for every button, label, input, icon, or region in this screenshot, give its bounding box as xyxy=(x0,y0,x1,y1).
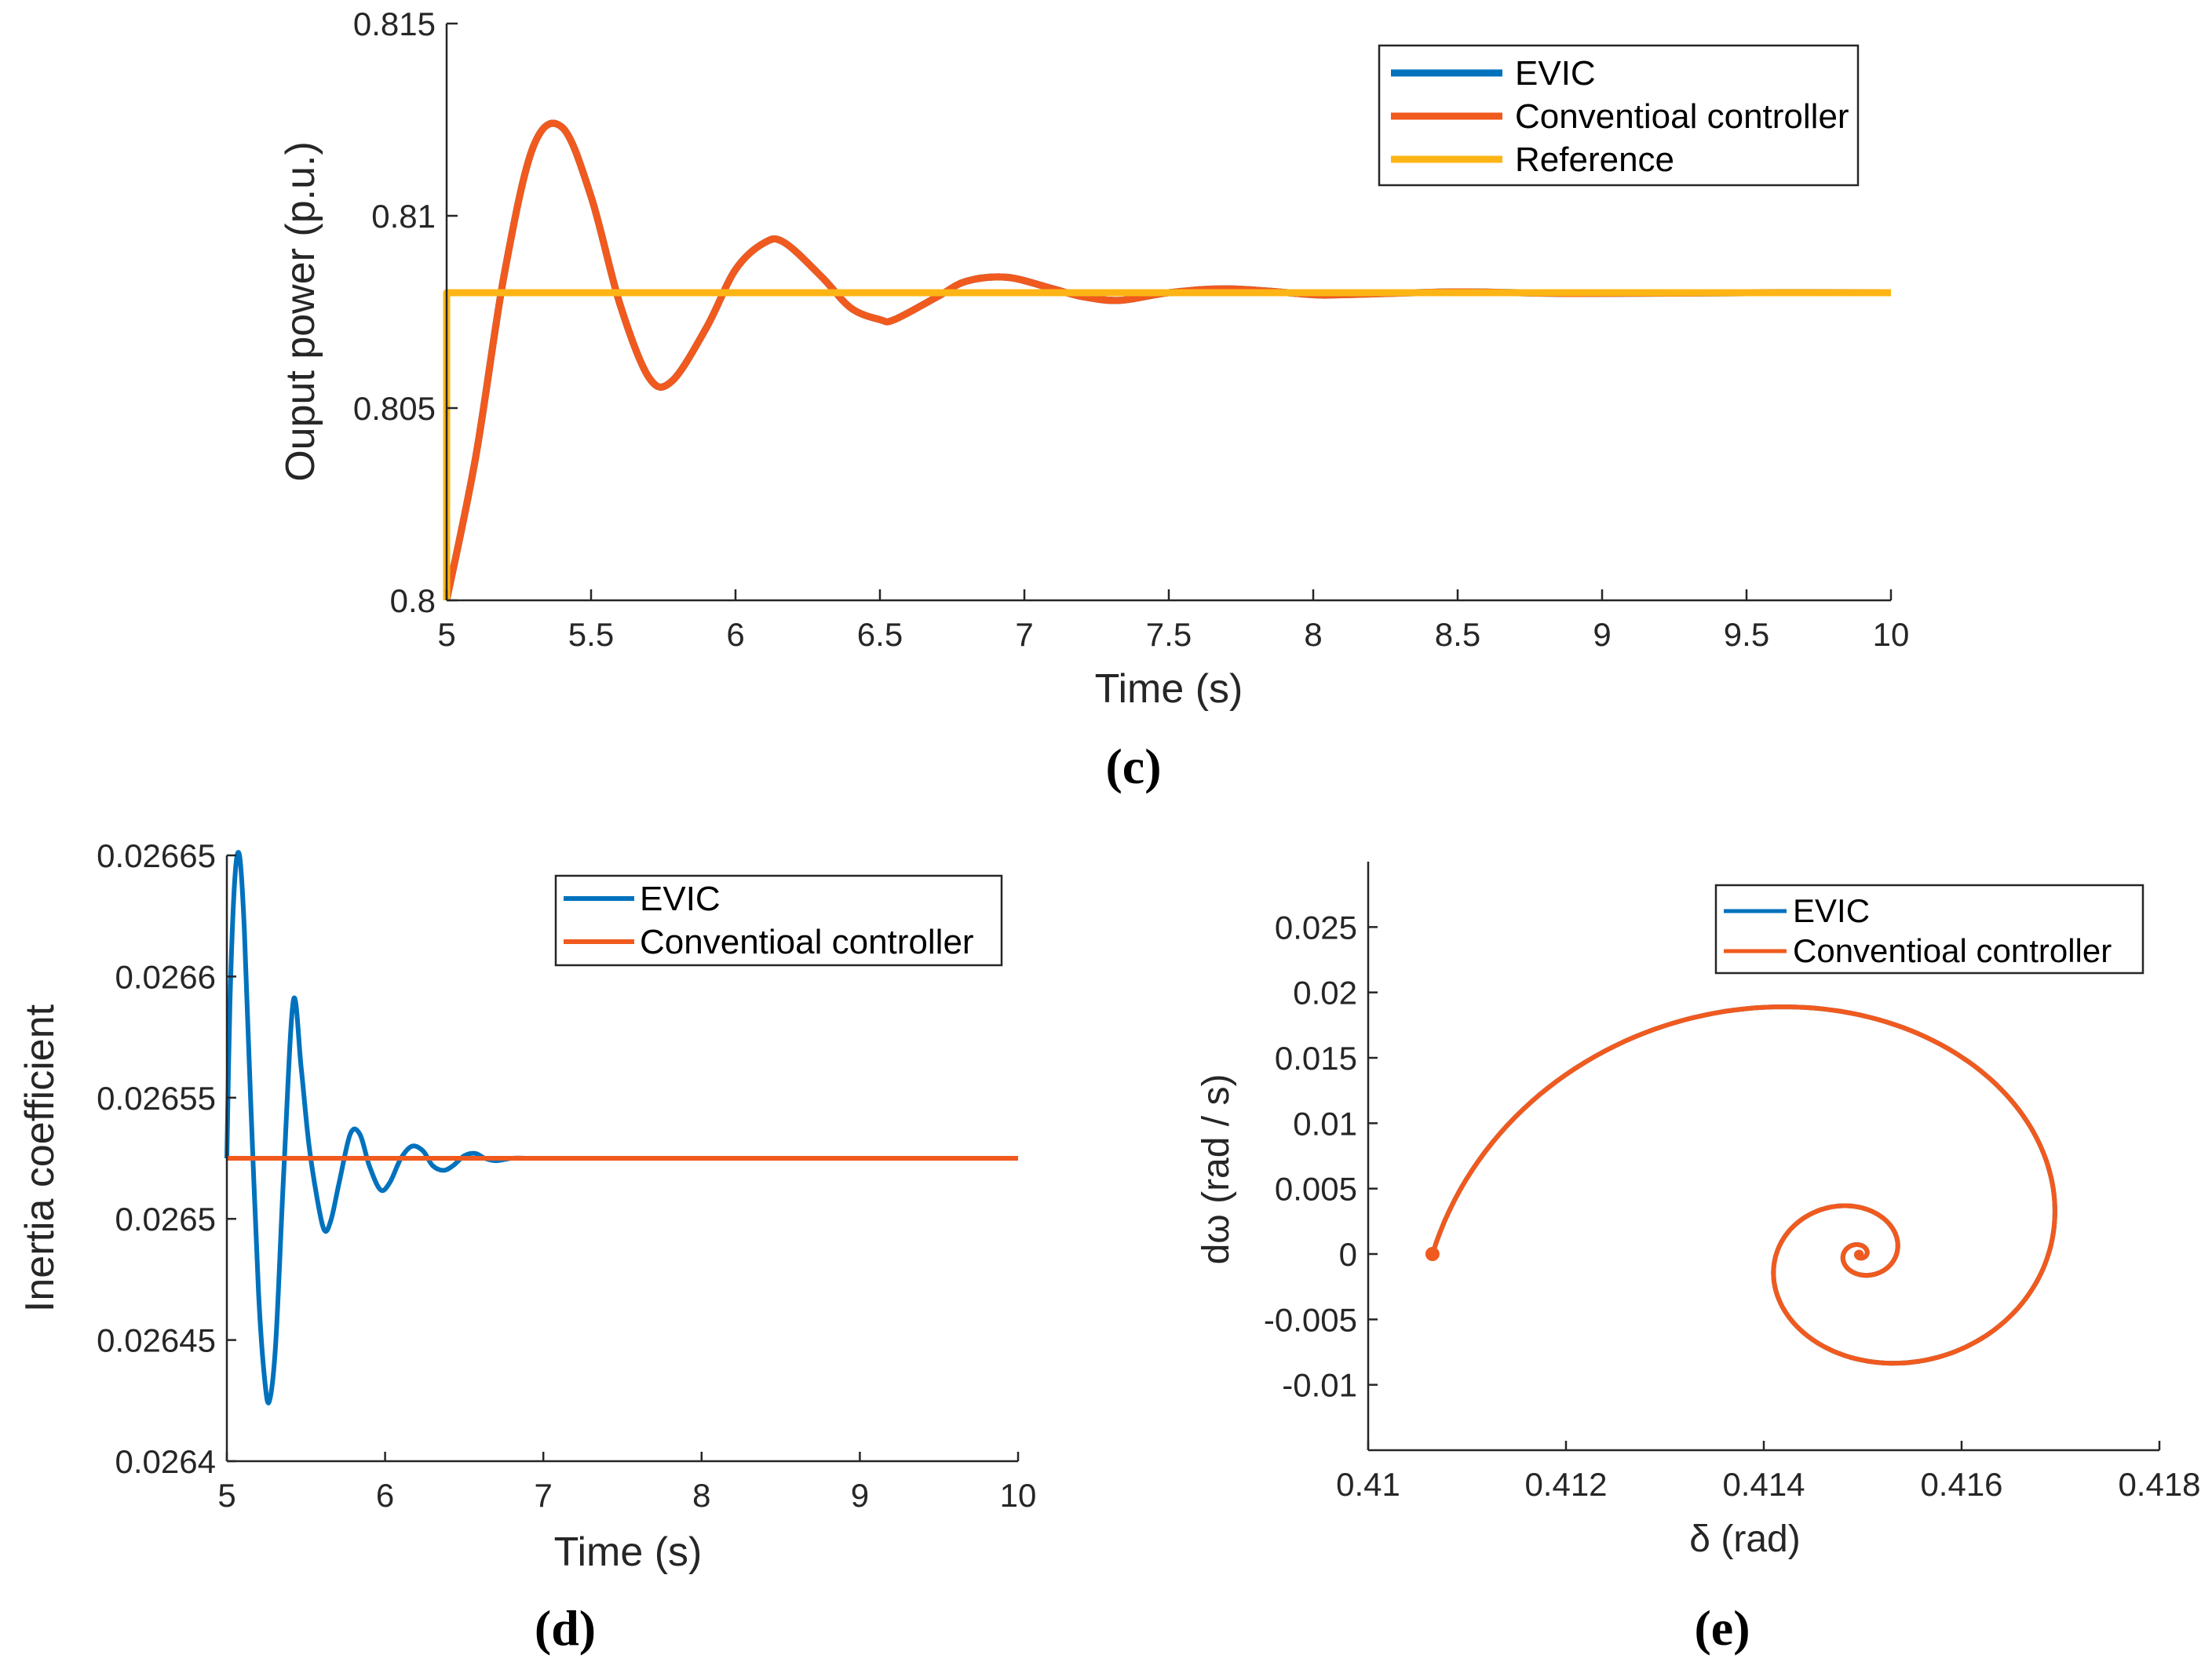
chart-e-x-tick-label: 0.41 xyxy=(1336,1466,1400,1503)
chart-c-x-tick-label: 6 xyxy=(726,616,744,653)
chart-d-y-tick-label: 0.02645 xyxy=(97,1322,216,1359)
chart-c-x-tick-label: 8.5 xyxy=(1435,616,1480,653)
chart-e-x-tick-label: 0.414 xyxy=(1722,1466,1805,1503)
chart-d-x-tick-label: 7 xyxy=(535,1477,553,1514)
chart-c-legend-label-evic: EVIC xyxy=(1515,54,1596,93)
chart-c-panel-label: (c) xyxy=(1105,738,1161,794)
chart-e-legend-box xyxy=(1714,884,2144,975)
chart-e-legend-label-conventional: Conventioal controller xyxy=(1793,932,2112,969)
chart-d-ylabel: Inertia coefficient xyxy=(17,1004,63,1312)
chart-e-x-tick-label: 0.418 xyxy=(2118,1466,2200,1503)
chart-d-x-tick-label: 9 xyxy=(851,1477,869,1514)
chart-c-xlabel: Time (s) xyxy=(1095,666,1243,712)
chart-d-series-evic xyxy=(224,850,544,1405)
chart-e: 0.41 0.412 0.414 0.416 0.418 -0.01 -0.005 0 0.0… xyxy=(1195,862,2201,1656)
chart-c-x-tick-label: 7 xyxy=(1015,616,1033,653)
chart-d-legend-label-evic: EVIC xyxy=(640,880,721,918)
chart-d-x-tick-label: 10 xyxy=(1000,1477,1037,1514)
chart-e-panel-label: (e) xyxy=(1694,1600,1750,1656)
chart-c-legend: EVIC Conventioal controller Reference xyxy=(1378,44,1860,187)
chart-c-x-ticks: 5 5.5 6 6.5 7 7.5 8 8.5 9 9.5 10 xyxy=(437,589,1909,653)
chart-c-y-tick-label: 0.805 xyxy=(353,390,436,427)
chart-d-legend-label-conventional: Conventioal controller xyxy=(640,923,974,961)
chart-c-y-tick-label: 0.815 xyxy=(353,5,436,42)
chart-c-series xyxy=(443,119,1892,601)
chart-e-y-tick-label: 0.02 xyxy=(1293,975,1357,1012)
chart-c-x-tick-label: 5 xyxy=(437,616,455,653)
chart-c-x-tick-label: 9 xyxy=(1593,616,1611,653)
chart-c-legend-label-conventional: Conventioal controller xyxy=(1515,97,1849,136)
chart-e-xlabel: δ (rad) xyxy=(1689,1518,1800,1560)
chart-c-series-conventional xyxy=(443,119,1892,601)
chart-c-series-evic xyxy=(443,119,1892,601)
chart-d-x-ticks: 5 6 7 8 9 10 xyxy=(217,1452,1036,1514)
chart-d-y-tick-label: 0.0264 xyxy=(115,1443,216,1480)
chart-c-y-ticks: 0.8 0.805 0.81 0.815 xyxy=(353,5,458,619)
chart-c-x-tick-label: 8 xyxy=(1304,616,1322,653)
chart-e-start-marker xyxy=(1425,1247,1440,1261)
chart-e-legend-label-evic: EVIC xyxy=(1793,892,1870,929)
chart-d-x-tick-label: 5 xyxy=(217,1477,235,1514)
chart-d-x-tick-label: 8 xyxy=(692,1477,710,1514)
chart-e-y-tick-label: 0.025 xyxy=(1275,909,1357,946)
chart-d-y-tick-label: 0.02655 xyxy=(97,1080,216,1117)
chart-e-y-tick-label: 0.01 xyxy=(1293,1105,1357,1142)
chart-c-ylabel: Ouput power (p.u.) xyxy=(278,141,323,482)
chart-c-x-tick-label: 7.5 xyxy=(1146,616,1192,653)
chart-c: 5 5.5 6 6.5 7 7.5 8 8.5 9 9.5 10 0.8 0.805 0.81 0.815… xyxy=(278,5,1909,794)
chart-e-series-evic xyxy=(1430,1004,2057,1366)
chart-d-series xyxy=(224,850,1018,1405)
chart-d: 5 6 7 8 9 10 0.0264 0.02645 0.0265 0.02655 0.0266… xyxy=(17,837,1036,1656)
chart-e-y-tick-label: -0.005 xyxy=(1264,1301,1357,1338)
chart-c-legend-label-reference: Reference xyxy=(1515,140,1674,179)
chart-e-series xyxy=(1425,1004,2057,1366)
chart-e-ylabel: dω (rad / s) xyxy=(1195,1074,1237,1265)
chart-e-y-tick-label: 0.015 xyxy=(1275,1040,1357,1077)
chart-d-panel-label: (d) xyxy=(535,1600,596,1656)
chart-c-y-tick-label: 0.8 xyxy=(390,582,436,619)
chart-d-y-tick-label: 0.02665 xyxy=(97,837,216,874)
chart-c-x-tick-label: 10 xyxy=(1873,616,1910,653)
chart-c-x-tick-label: 9.5 xyxy=(1724,616,1769,653)
chart-c-x-tick-label: 5.5 xyxy=(568,616,614,653)
chart-e-x-ticks: 0.41 0.412 0.414 0.416 0.418 xyxy=(1336,1441,2201,1503)
chart-d-legend-box xyxy=(554,874,1003,967)
chart-d-y-tick-label: 0.0266 xyxy=(115,958,216,995)
chart-c-y-tick-label: 0.81 xyxy=(371,198,436,235)
chart-e-y-tick-label: 0 xyxy=(1339,1236,1357,1273)
chart-e-x-tick-label: 0.416 xyxy=(1920,1466,2002,1503)
chart-d-y-tick-label: 0.0265 xyxy=(115,1201,216,1238)
chart-c-series-reference xyxy=(443,289,1891,600)
chart-e-x-tick-label: 0.412 xyxy=(1524,1466,1607,1503)
chart-d-x-tick-label: 6 xyxy=(376,1477,394,1514)
chart-d-y-ticks: 0.0264 0.02645 0.0265 0.02655 0.0266 0.02665 xyxy=(97,837,236,1480)
chart-e-y-tick-label: -0.01 xyxy=(1282,1367,1357,1404)
chart-d-xlabel: Time (s) xyxy=(554,1529,703,1575)
chart-c-x-tick-label: 6.5 xyxy=(857,616,903,653)
chart-e-series-conventional xyxy=(1430,1004,2057,1366)
chart-e-legend: EVIC Conventioal controller xyxy=(1714,884,2144,975)
chart-d-legend: EVIC Conventioal controller xyxy=(554,874,1003,967)
chart-e-y-tick-label: 0.005 xyxy=(1275,1171,1357,1208)
chart-e-y-ticks: -0.01 -0.005 0 0.005 0.01 0.015 0.02 0.025 xyxy=(1264,909,1378,1404)
